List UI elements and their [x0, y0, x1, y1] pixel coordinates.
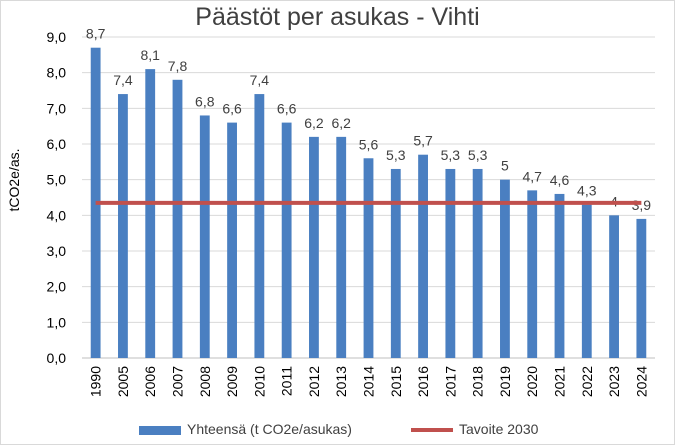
bar — [390, 168, 401, 358]
x-tick-label: 2006 — [142, 366, 158, 397]
x-tick-label: 2008 — [197, 366, 213, 397]
data-label: 5,3 — [386, 147, 406, 163]
data-label: 5,7 — [413, 133, 433, 149]
bar — [199, 115, 210, 358]
y-tick-label: 1,0 — [47, 314, 67, 330]
data-label: 7,4 — [250, 72, 270, 88]
bar — [281, 122, 292, 358]
data-label: 8,1 — [140, 47, 160, 63]
data-label: 3,9 — [632, 197, 652, 213]
y-tick-label: 3,0 — [47, 243, 67, 259]
bar — [500, 179, 510, 358]
y-tick-label: 6,0 — [47, 136, 67, 152]
bar — [418, 154, 428, 358]
bar — [336, 136, 347, 358]
bar — [472, 168, 483, 358]
x-tick-label: 2017 — [442, 366, 458, 397]
x-tick-label: 2024 — [633, 366, 649, 397]
x-tick-label: 2014 — [361, 366, 377, 397]
data-label: 6,2 — [331, 115, 351, 131]
x-tick-label: 2016 — [415, 366, 431, 397]
x-tick-label: 2012 — [306, 366, 322, 397]
y-tick-label: 9,0 — [47, 29, 67, 45]
y-tick-label: 4,0 — [47, 207, 67, 223]
data-label: 7,8 — [168, 58, 188, 74]
data-label: 8,7 — [86, 26, 106, 42]
x-tick-label: 1990 — [88, 366, 104, 397]
bar — [609, 215, 619, 358]
x-tick-label: 2005 — [115, 366, 131, 397]
y-tick-label: 5,0 — [47, 172, 67, 188]
x-tick-label: 2013 — [333, 366, 349, 397]
x-tick-label: 2019 — [497, 366, 513, 397]
y-tick-label: 8,0 — [47, 65, 67, 81]
data-label: 4,7 — [522, 168, 542, 184]
bar — [254, 94, 265, 359]
x-tick-label: 2010 — [251, 366, 267, 397]
x-tick-label: 2018 — [470, 366, 486, 397]
legend-item-target: Tavoite 2030 — [411, 421, 538, 437]
bar — [527, 190, 538, 358]
y-tick-label: 0,0 — [47, 350, 67, 366]
legend-swatch-bars — [139, 425, 181, 435]
data-label: 6,6 — [222, 101, 242, 117]
x-tick-label: 2022 — [579, 366, 595, 397]
bar — [172, 79, 183, 359]
chart-title: Päästöt per asukas - Vihti — [195, 3, 480, 31]
x-tick-label: 2007 — [170, 366, 186, 397]
legend-item-bars: Yhteensä (t CO2e/asukas) — [139, 421, 352, 437]
data-label: 5 — [501, 158, 509, 174]
y-tick-label: 2,0 — [47, 279, 67, 295]
data-label: 7,4 — [113, 72, 133, 88]
data-label: 5,3 — [441, 147, 461, 163]
data-label: 5,6 — [359, 136, 379, 152]
x-tick-label: 2011 — [279, 366, 295, 396]
bar — [118, 94, 128, 359]
legend-swatch-target — [411, 428, 453, 433]
bar — [145, 69, 156, 358]
legend-label-bars: Yhteensä (t CO2e/asukas) — [187, 421, 352, 437]
bar — [309, 136, 319, 358]
data-label: 4,3 — [577, 183, 597, 199]
bar — [554, 193, 565, 358]
bar — [636, 218, 647, 358]
x-tick-label: 2021 — [552, 366, 568, 397]
data-label: 4,6 — [550, 172, 570, 188]
data-label: 6,2 — [304, 115, 324, 131]
data-label: 6,8 — [195, 93, 215, 109]
legend-label-target: Tavoite 2030 — [459, 421, 539, 437]
x-tick-label: 2015 — [388, 366, 404, 397]
data-label: 5,3 — [468, 147, 488, 163]
data-label: 6,6 — [277, 101, 297, 117]
x-tick-label: 2020 — [524, 366, 540, 397]
y-tick-label: 7,0 — [47, 100, 67, 116]
x-tick-label: 2009 — [224, 366, 240, 397]
bar — [227, 122, 237, 358]
bar — [363, 158, 374, 358]
bar — [445, 168, 456, 358]
bar — [581, 204, 592, 358]
x-tick-label: 2023 — [606, 366, 622, 397]
